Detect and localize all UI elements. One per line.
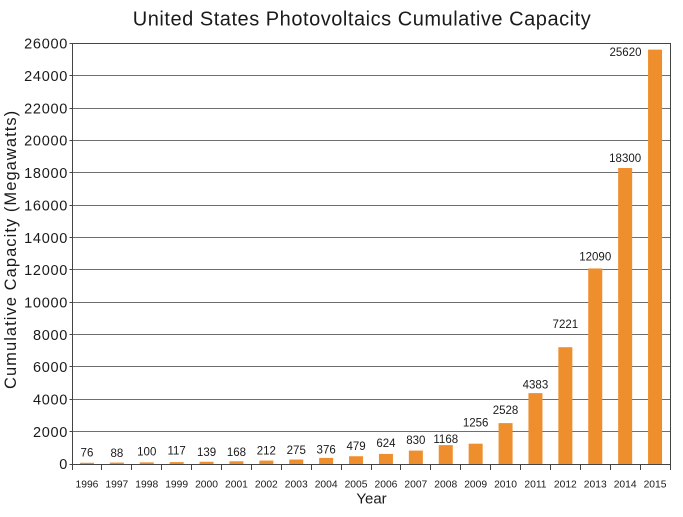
svg-text:275: 275: [287, 445, 306, 457]
svg-text:88: 88: [110, 448, 123, 460]
svg-text:2013: 2013: [584, 480, 607, 491]
svg-text:24000: 24000: [24, 69, 68, 85]
svg-text:2010: 2010: [494, 480, 517, 491]
svg-text:2012: 2012: [554, 480, 577, 491]
svg-text:1168: 1168: [433, 434, 458, 446]
svg-text:117: 117: [167, 446, 185, 458]
svg-text:2005: 2005: [345, 480, 368, 491]
svg-text:2014: 2014: [614, 480, 637, 491]
svg-text:7221: 7221: [553, 319, 579, 331]
svg-text:8000: 8000: [33, 328, 68, 344]
svg-text:2528: 2528: [493, 405, 519, 417]
svg-text:10000: 10000: [24, 295, 68, 311]
svg-text:1999: 1999: [165, 480, 188, 491]
svg-text:16000: 16000: [24, 198, 68, 214]
svg-text:2002: 2002: [255, 480, 278, 491]
svg-text:26000: 26000: [24, 37, 68, 53]
svg-text:Cumulative Capacity (Megawatts: Cumulative Capacity (Megawatts): [2, 110, 20, 389]
svg-text:830: 830: [406, 435, 425, 447]
svg-text:2001: 2001: [225, 480, 248, 491]
svg-text:1256: 1256: [463, 418, 489, 430]
svg-text:212: 212: [257, 446, 276, 458]
svg-text:12090: 12090: [579, 252, 611, 264]
svg-text:76: 76: [81, 448, 94, 460]
svg-text:12000: 12000: [24, 263, 68, 279]
svg-text:United States Photovoltaics Cu: United States Photovoltaics Cumulative C…: [133, 8, 591, 30]
svg-text:2015: 2015: [644, 480, 667, 491]
svg-text:4383: 4383: [523, 379, 549, 391]
svg-text:624: 624: [376, 438, 396, 450]
svg-text:139: 139: [197, 447, 216, 459]
svg-text:18000: 18000: [24, 166, 68, 182]
svg-text:168: 168: [227, 447, 246, 459]
svg-text:2000: 2000: [195, 480, 218, 491]
svg-text:2007: 2007: [404, 480, 427, 491]
svg-text:14000: 14000: [24, 231, 68, 247]
svg-text:0: 0: [59, 457, 68, 473]
svg-text:Year: Year: [356, 491, 386, 508]
svg-text:25620: 25620: [610, 47, 642, 59]
svg-text:376: 376: [317, 445, 336, 457]
svg-text:1996: 1996: [75, 480, 98, 491]
svg-text:2011: 2011: [524, 480, 546, 491]
svg-text:4000: 4000: [33, 393, 68, 409]
svg-text:2000: 2000: [33, 425, 68, 441]
svg-text:2004: 2004: [315, 480, 338, 491]
svg-text:6000: 6000: [33, 360, 68, 376]
svg-text:20000: 20000: [24, 134, 68, 150]
svg-text:22000: 22000: [24, 101, 68, 117]
svg-text:479: 479: [346, 441, 365, 453]
svg-text:2008: 2008: [434, 480, 457, 491]
svg-text:2006: 2006: [374, 480, 397, 491]
svg-text:18300: 18300: [609, 153, 641, 165]
svg-text:100: 100: [137, 447, 156, 459]
svg-text:1997: 1997: [105, 480, 128, 491]
svg-text:2009: 2009: [464, 480, 487, 491]
svg-text:1998: 1998: [135, 480, 158, 491]
svg-text:2003: 2003: [285, 480, 308, 491]
